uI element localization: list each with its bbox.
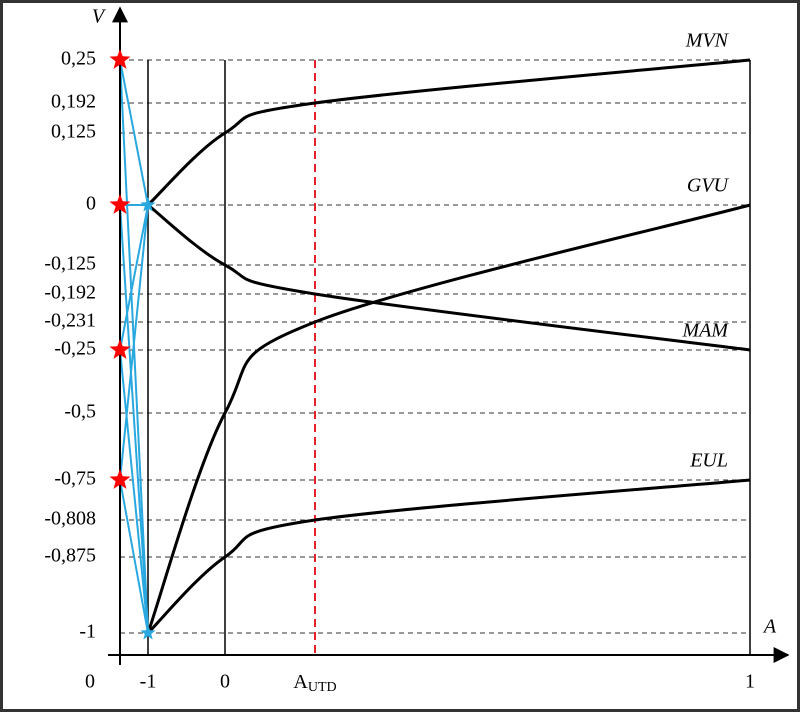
y-tick-label: -0,25: [54, 338, 96, 360]
y-tick-label: -0,192: [44, 282, 96, 304]
star-marker: [109, 339, 131, 359]
x-tick-label: 0: [85, 671, 95, 693]
star-marker: [109, 469, 131, 489]
link-line: [119, 204, 149, 481]
y-tick-label: 0,25: [61, 48, 96, 70]
y-tick-label: -0,231: [44, 310, 96, 332]
series-line: [146, 478, 751, 635]
star-marker: [109, 49, 131, 69]
cross-marker: [140, 197, 156, 212]
y-tick-label: -0,875: [44, 545, 96, 567]
y-tick-label: 0,125: [51, 121, 96, 143]
y-axis-label: V: [92, 6, 107, 28]
x-tick-label: AUTD: [293, 671, 336, 696]
x-tick-label: 1: [745, 671, 755, 693]
series-line: [146, 203, 751, 634]
y-tick-label: -0,75: [54, 468, 96, 490]
x-tick-label: 0: [220, 671, 230, 693]
y-tick-label: -1: [79, 621, 96, 643]
link-line: [119, 59, 149, 206]
link-line: [119, 349, 149, 634]
series-label: MVN: [685, 30, 730, 52]
x-tick-label: -1: [140, 671, 157, 693]
y-tick-label: -0,808: [44, 508, 96, 530]
link-line: [119, 204, 149, 351]
series-line: [147, 203, 751, 352]
plot-area: [119, 58, 751, 635]
series-label: EUL: [689, 450, 728, 472]
link-line: [119, 479, 149, 634]
series-line: [146, 58, 751, 207]
y-tick-label: 0: [86, 193, 96, 215]
x-axis-label: A: [762, 616, 777, 638]
y-tick-label: 0,192: [51, 91, 96, 113]
series-label: GVU: [687, 175, 730, 197]
cross-marker: [140, 625, 156, 640]
x-tick-main: A: [293, 671, 308, 693]
star-marker: [109, 194, 131, 214]
x-tick-subscript: UTD: [308, 680, 337, 695]
grid: [120, 59, 751, 655]
series-label: MAM: [681, 320, 729, 342]
y-tick-label: -0,5: [64, 401, 96, 423]
y-tick-label: -0,125: [44, 253, 96, 275]
link-line: [119, 204, 149, 634]
